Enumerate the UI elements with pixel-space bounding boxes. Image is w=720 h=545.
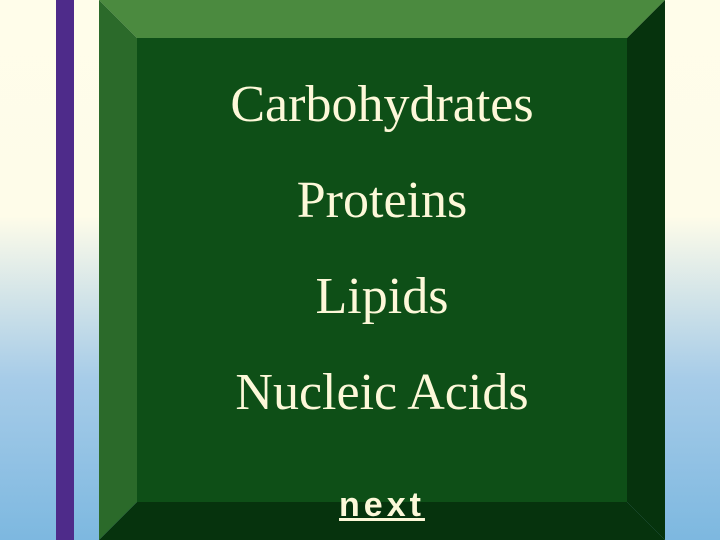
accent-stripe — [56, 0, 74, 540]
list-item: Carbohydrates — [137, 78, 627, 133]
next-button[interactable]: next — [312, 486, 452, 525]
list-item: Lipids — [137, 270, 627, 325]
content-panel: Carbohydrates Proteins Lipids Nucleic Ac… — [137, 38, 627, 502]
list-item: Proteins — [137, 174, 627, 229]
list-item: Nucleic Acids — [137, 366, 627, 421]
